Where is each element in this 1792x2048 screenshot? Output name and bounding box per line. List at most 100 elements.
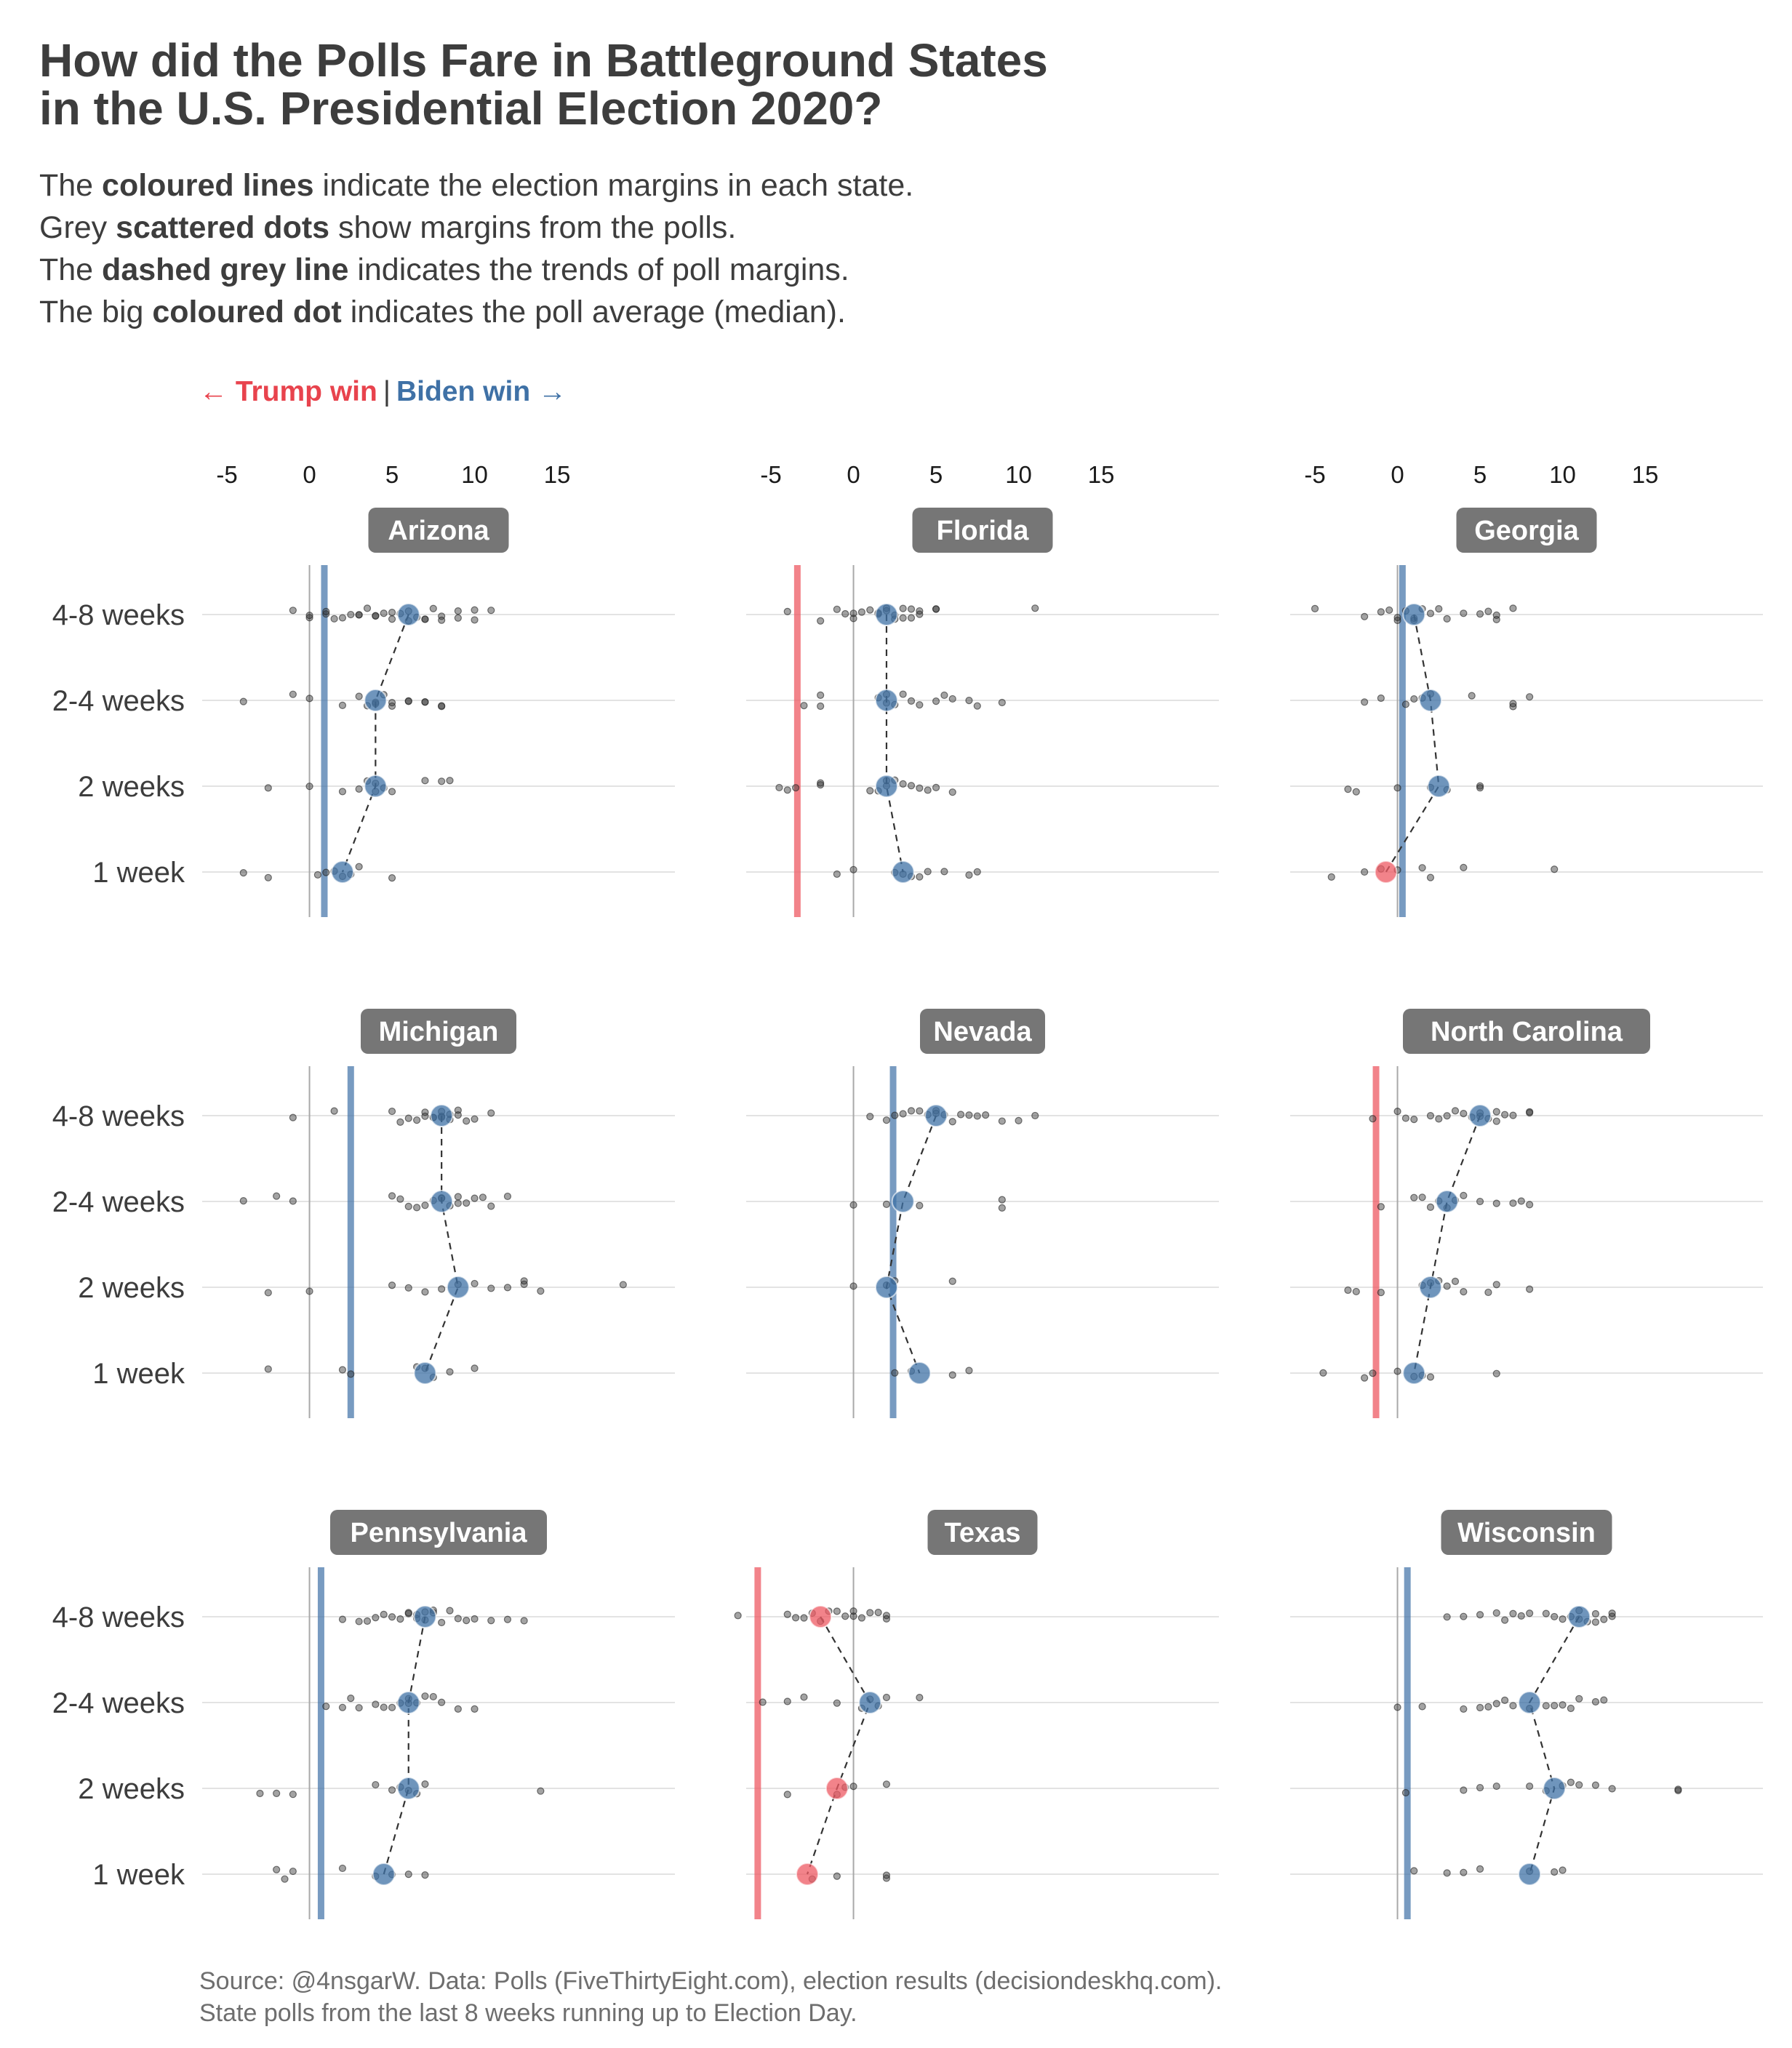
state-label: Georgia	[1474, 516, 1579, 546]
state-label: North Carolina	[1431, 1017, 1623, 1047]
poll-dot	[1426, 873, 1435, 881]
poll-dot	[1015, 1116, 1023, 1124]
poll-dot	[273, 1192, 281, 1200]
x-tick-label: 0	[1391, 461, 1404, 488]
poll-dot	[882, 1871, 891, 1879]
poll-dot	[1551, 1612, 1559, 1621]
poll-dot	[289, 1867, 297, 1876]
state-label: Michigan	[379, 1017, 499, 1047]
poll-dot	[355, 863, 363, 871]
poll-dot	[817, 781, 825, 789]
poll-dot	[998, 698, 1006, 707]
poll-dot	[1591, 1609, 1600, 1618]
poll-dot	[948, 1277, 956, 1285]
poll-dot	[1559, 1615, 1567, 1623]
poll-dot	[438, 1618, 446, 1627]
poll-median-dot	[413, 1361, 437, 1385]
poll-dot	[882, 1200, 891, 1209]
subtitle-line-3: The dashed grey line indicates the trend…	[39, 249, 1276, 291]
chart-subtitle: The coloured lines indicate the election…	[39, 164, 1276, 333]
poll-dot	[438, 702, 446, 710]
poll-dot	[775, 783, 783, 792]
poll-dot	[338, 1864, 347, 1873]
poll-dot	[1377, 608, 1385, 616]
poll-dot	[924, 868, 932, 876]
state-label-background	[1441, 1510, 1612, 1555]
poll-dot	[471, 1194, 479, 1202]
poll-dot	[454, 607, 462, 615]
title-line-2: in the U.S. Presidential Election 2020?	[39, 82, 883, 135]
poll-dot	[1393, 784, 1401, 792]
poll-dot	[1418, 1703, 1426, 1711]
biden-win-label: Biden win →	[396, 376, 567, 407]
poll-dot	[446, 1368, 454, 1376]
poll-dot	[446, 777, 454, 785]
poll-median-dot	[1402, 1361, 1426, 1385]
poll-dot	[956, 1111, 965, 1119]
poll-dot	[800, 1693, 808, 1701]
poll-dot	[1460, 1287, 1468, 1296]
poll-dot	[239, 1197, 247, 1205]
poll-dot	[866, 1113, 874, 1121]
poll-dot	[1361, 868, 1369, 876]
poll-trend-line	[341, 614, 409, 873]
subtitle-text: indicates the trends of poll margins.	[348, 252, 849, 287]
poll-median-dot	[1543, 1777, 1567, 1800]
poll-dot	[1526, 1201, 1534, 1209]
x-tick-label: 10	[1005, 461, 1032, 488]
poll-dot	[487, 1202, 495, 1210]
poll-dot	[372, 1780, 380, 1789]
poll-dot	[363, 1617, 372, 1625]
poll-median-dot	[795, 1863, 819, 1886]
subtitle-text: show margins from the polls.	[329, 210, 737, 245]
poll-median-dot	[924, 1104, 948, 1127]
poll-dot	[372, 1614, 380, 1622]
subtitle-text: The	[39, 168, 103, 203]
poll-dot	[1476, 1865, 1484, 1873]
poll-dot	[899, 604, 907, 612]
poll-dot	[1526, 693, 1534, 701]
poll-dot	[1509, 700, 1517, 708]
poll-dot	[520, 1617, 528, 1625]
poll-dot	[471, 1615, 479, 1623]
poll-dot	[1352, 788, 1360, 796]
poll-median-dot	[874, 603, 898, 626]
poll-dot	[372, 1700, 380, 1708]
poll-dot	[1492, 1199, 1500, 1207]
poll-dot	[322, 610, 330, 618]
poll-dot	[1443, 1869, 1451, 1877]
poll-dot	[347, 610, 355, 619]
poll-dot	[421, 1201, 429, 1209]
state-label-background	[927, 1510, 1038, 1555]
poll-dot	[305, 1287, 313, 1295]
x-tick-label: 15	[1632, 461, 1659, 488]
y-category-label: 4-8 weeks	[52, 1100, 185, 1132]
poll-dot	[817, 702, 825, 711]
poll-dot	[800, 1614, 808, 1622]
poll-dot	[239, 868, 247, 877]
poll-dot	[1526, 1782, 1534, 1791]
poll-dot	[759, 1698, 767, 1706]
poll-dot	[1509, 604, 1517, 612]
subtitle-line-2: Grey scattered dots show margins from th…	[39, 207, 1276, 249]
subtitle-text: The big	[39, 295, 153, 329]
poll-dot	[1517, 1612, 1525, 1620]
poll-dot	[1476, 784, 1484, 792]
state-panel: Florida	[746, 508, 1219, 917]
y-category-label: 2-4 weeks	[52, 1186, 185, 1218]
state-label: Pennsylvania	[351, 1518, 528, 1548]
poll-dot	[973, 702, 981, 710]
poll-dot	[1377, 694, 1385, 703]
poll-dot	[338, 788, 347, 796]
poll-trend-line	[1528, 1616, 1580, 1875]
poll-dot	[1344, 1286, 1352, 1295]
poll-median-dot	[825, 1777, 849, 1800]
poll-dot	[380, 1610, 388, 1618]
x-tick-label: 0	[303, 461, 316, 488]
poll-dot	[973, 1112, 981, 1120]
poll-dot	[264, 873, 272, 881]
poll-dot	[388, 615, 396, 623]
poll-dot	[1319, 1369, 1327, 1377]
poll-dot	[438, 1285, 446, 1293]
poll-dot	[965, 1367, 973, 1375]
